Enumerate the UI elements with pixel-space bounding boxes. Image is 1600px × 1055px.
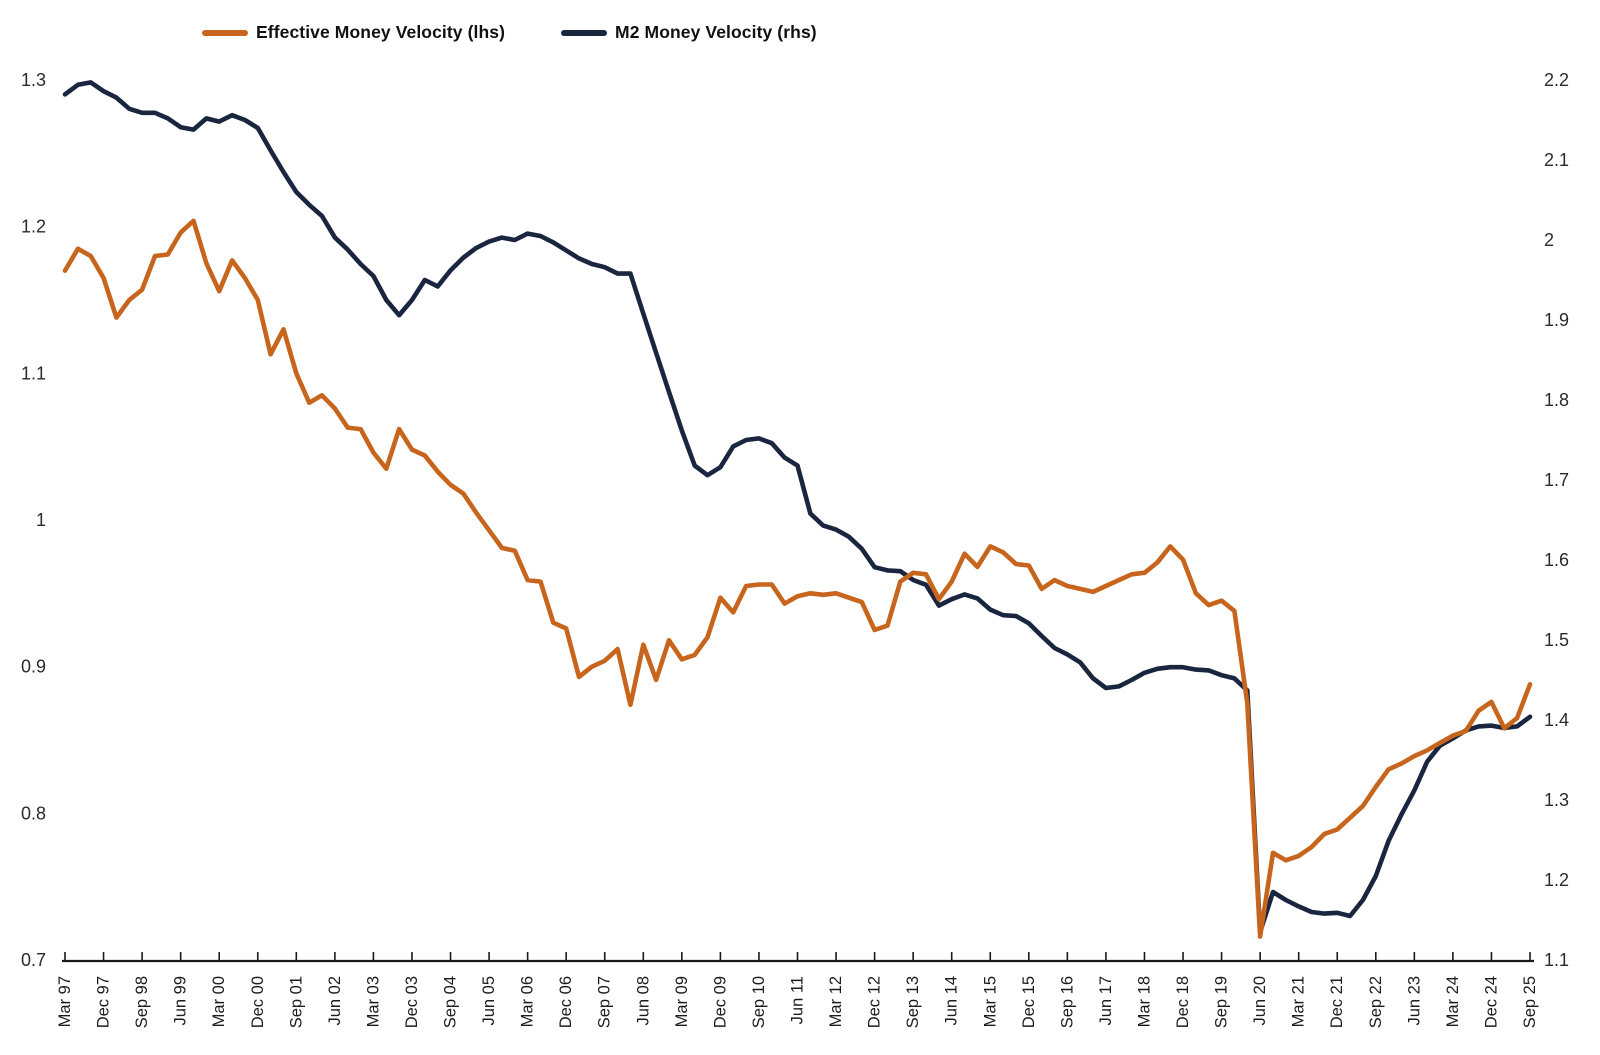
legend-item-effective-money-velocity: Effective Money Velocity (lhs) (202, 22, 505, 43)
x-tick-label: Sep 10 (750, 976, 768, 1028)
x-tick-label: Dec 21 (1328, 976, 1346, 1028)
right-axis-tick-label: 1.4 (1544, 710, 1569, 730)
legend-label-m2-money-velocity: M2 Money Velocity (rhs) (615, 22, 817, 42)
left-axis-tick-label: 1.2 (21, 217, 46, 237)
series-line-effective-money-velocity (62, 218, 1533, 939)
left-axis-tick-label: 1 (36, 510, 46, 530)
x-tick-label: Sep 16 (1058, 976, 1076, 1028)
x-tick-label: Jun 23 (1405, 976, 1423, 1026)
x-tick-label: Mar 06 (519, 976, 537, 1027)
right-axis-tick-label: 1.6 (1544, 550, 1569, 570)
x-tick-label: Mar 18 (1135, 976, 1153, 1027)
right-axis-tick-label: 1.3 (1544, 790, 1569, 810)
right-axis-tick-label: 1.5 (1544, 630, 1569, 650)
x-tick-label: Dec 24 (1482, 976, 1500, 1028)
x-tick-label: Dec 18 (1174, 976, 1192, 1028)
x-tick-label: Mar 03 (364, 976, 382, 1027)
right-axis-tick-label: 1.9 (1544, 310, 1569, 330)
x-tick-label: Sep 98 (133, 976, 151, 1028)
x-tick-label: Mar 97 (56, 976, 74, 1027)
legend-item-m2-money-velocity: M2 Money Velocity (rhs) (561, 22, 817, 43)
x-tick-label: Mar 15 (981, 976, 999, 1027)
x-tick-label: Dec 12 (866, 976, 884, 1028)
left-axis-tick-label: 0.7 (21, 950, 46, 970)
x-tick-label: Dec 97 (95, 976, 113, 1028)
x-tick-label: Sep 22 (1367, 976, 1385, 1028)
left-axis-tick-label: 1.1 (21, 363, 46, 383)
x-tick-label: Jun 02 (326, 976, 344, 1026)
x-tick-label: Sep 01 (287, 976, 305, 1028)
x-tick-label: Sep 07 (596, 976, 614, 1028)
x-tick-label: Jun 05 (480, 976, 498, 1026)
x-tick-label: Sep 13 (904, 976, 922, 1028)
x-tick-label: Sep 04 (442, 976, 460, 1028)
right-axis-tick-label: 1.1 (1544, 950, 1569, 970)
x-tick-label: Dec 00 (249, 976, 267, 1028)
x-tick-label: Sep 19 (1213, 976, 1231, 1028)
x-tick-label: Mar 00 (210, 976, 228, 1027)
right-axis-tick-label: 1.7 (1544, 470, 1569, 490)
x-tick-label: Jun 14 (943, 976, 961, 1026)
x-tick-label: Mar 09 (673, 976, 691, 1027)
x-tick-label: Sep 25 (1521, 976, 1539, 1028)
right-axis-tick-label: 2 (1544, 230, 1554, 250)
left-axis-tick-label: 0.8 (21, 803, 46, 823)
series-line-m2-money-velocity (62, 80, 1533, 935)
right-axis-tick-label: 1.2 (1544, 870, 1569, 890)
x-tick-label: Mar 12 (827, 976, 845, 1027)
x-tick-label: Jun 20 (1251, 976, 1269, 1026)
right-axis-tick-label: 1.8 (1544, 390, 1569, 410)
x-tick-label: Jun 17 (1097, 976, 1115, 1026)
x-tick-label: Jun 11 (789, 976, 807, 1024)
legend-swatch-effective-money-velocity (202, 29, 248, 36)
x-tick-label: Dec 06 (557, 976, 575, 1028)
x-tick-label: Mar 21 (1290, 976, 1308, 1027)
legend-label-effective-money-velocity: Effective Money Velocity (lhs) (256, 22, 506, 42)
legend-swatch-m2-money-velocity (561, 29, 608, 36)
x-tick-label: Jun 08 (634, 976, 652, 1026)
x-tick-label: Dec 15 (1020, 976, 1038, 1028)
x-tick-label: Dec 03 (403, 976, 421, 1028)
right-axis-tick-label: 2.1 (1544, 150, 1569, 170)
left-axis-tick-label: 0.9 (21, 657, 46, 677)
right-axis-tick-label: 2.2 (1544, 70, 1569, 90)
x-tick-label: Mar 24 (1444, 976, 1462, 1027)
left-axis-tick-label: 1.3 (21, 70, 46, 90)
x-tick-label: Jun 99 (172, 976, 190, 1026)
legend: Effective Money Velocity (lhs) M2 Money … (202, 22, 817, 43)
x-tick-label: Dec 09 (711, 976, 729, 1028)
